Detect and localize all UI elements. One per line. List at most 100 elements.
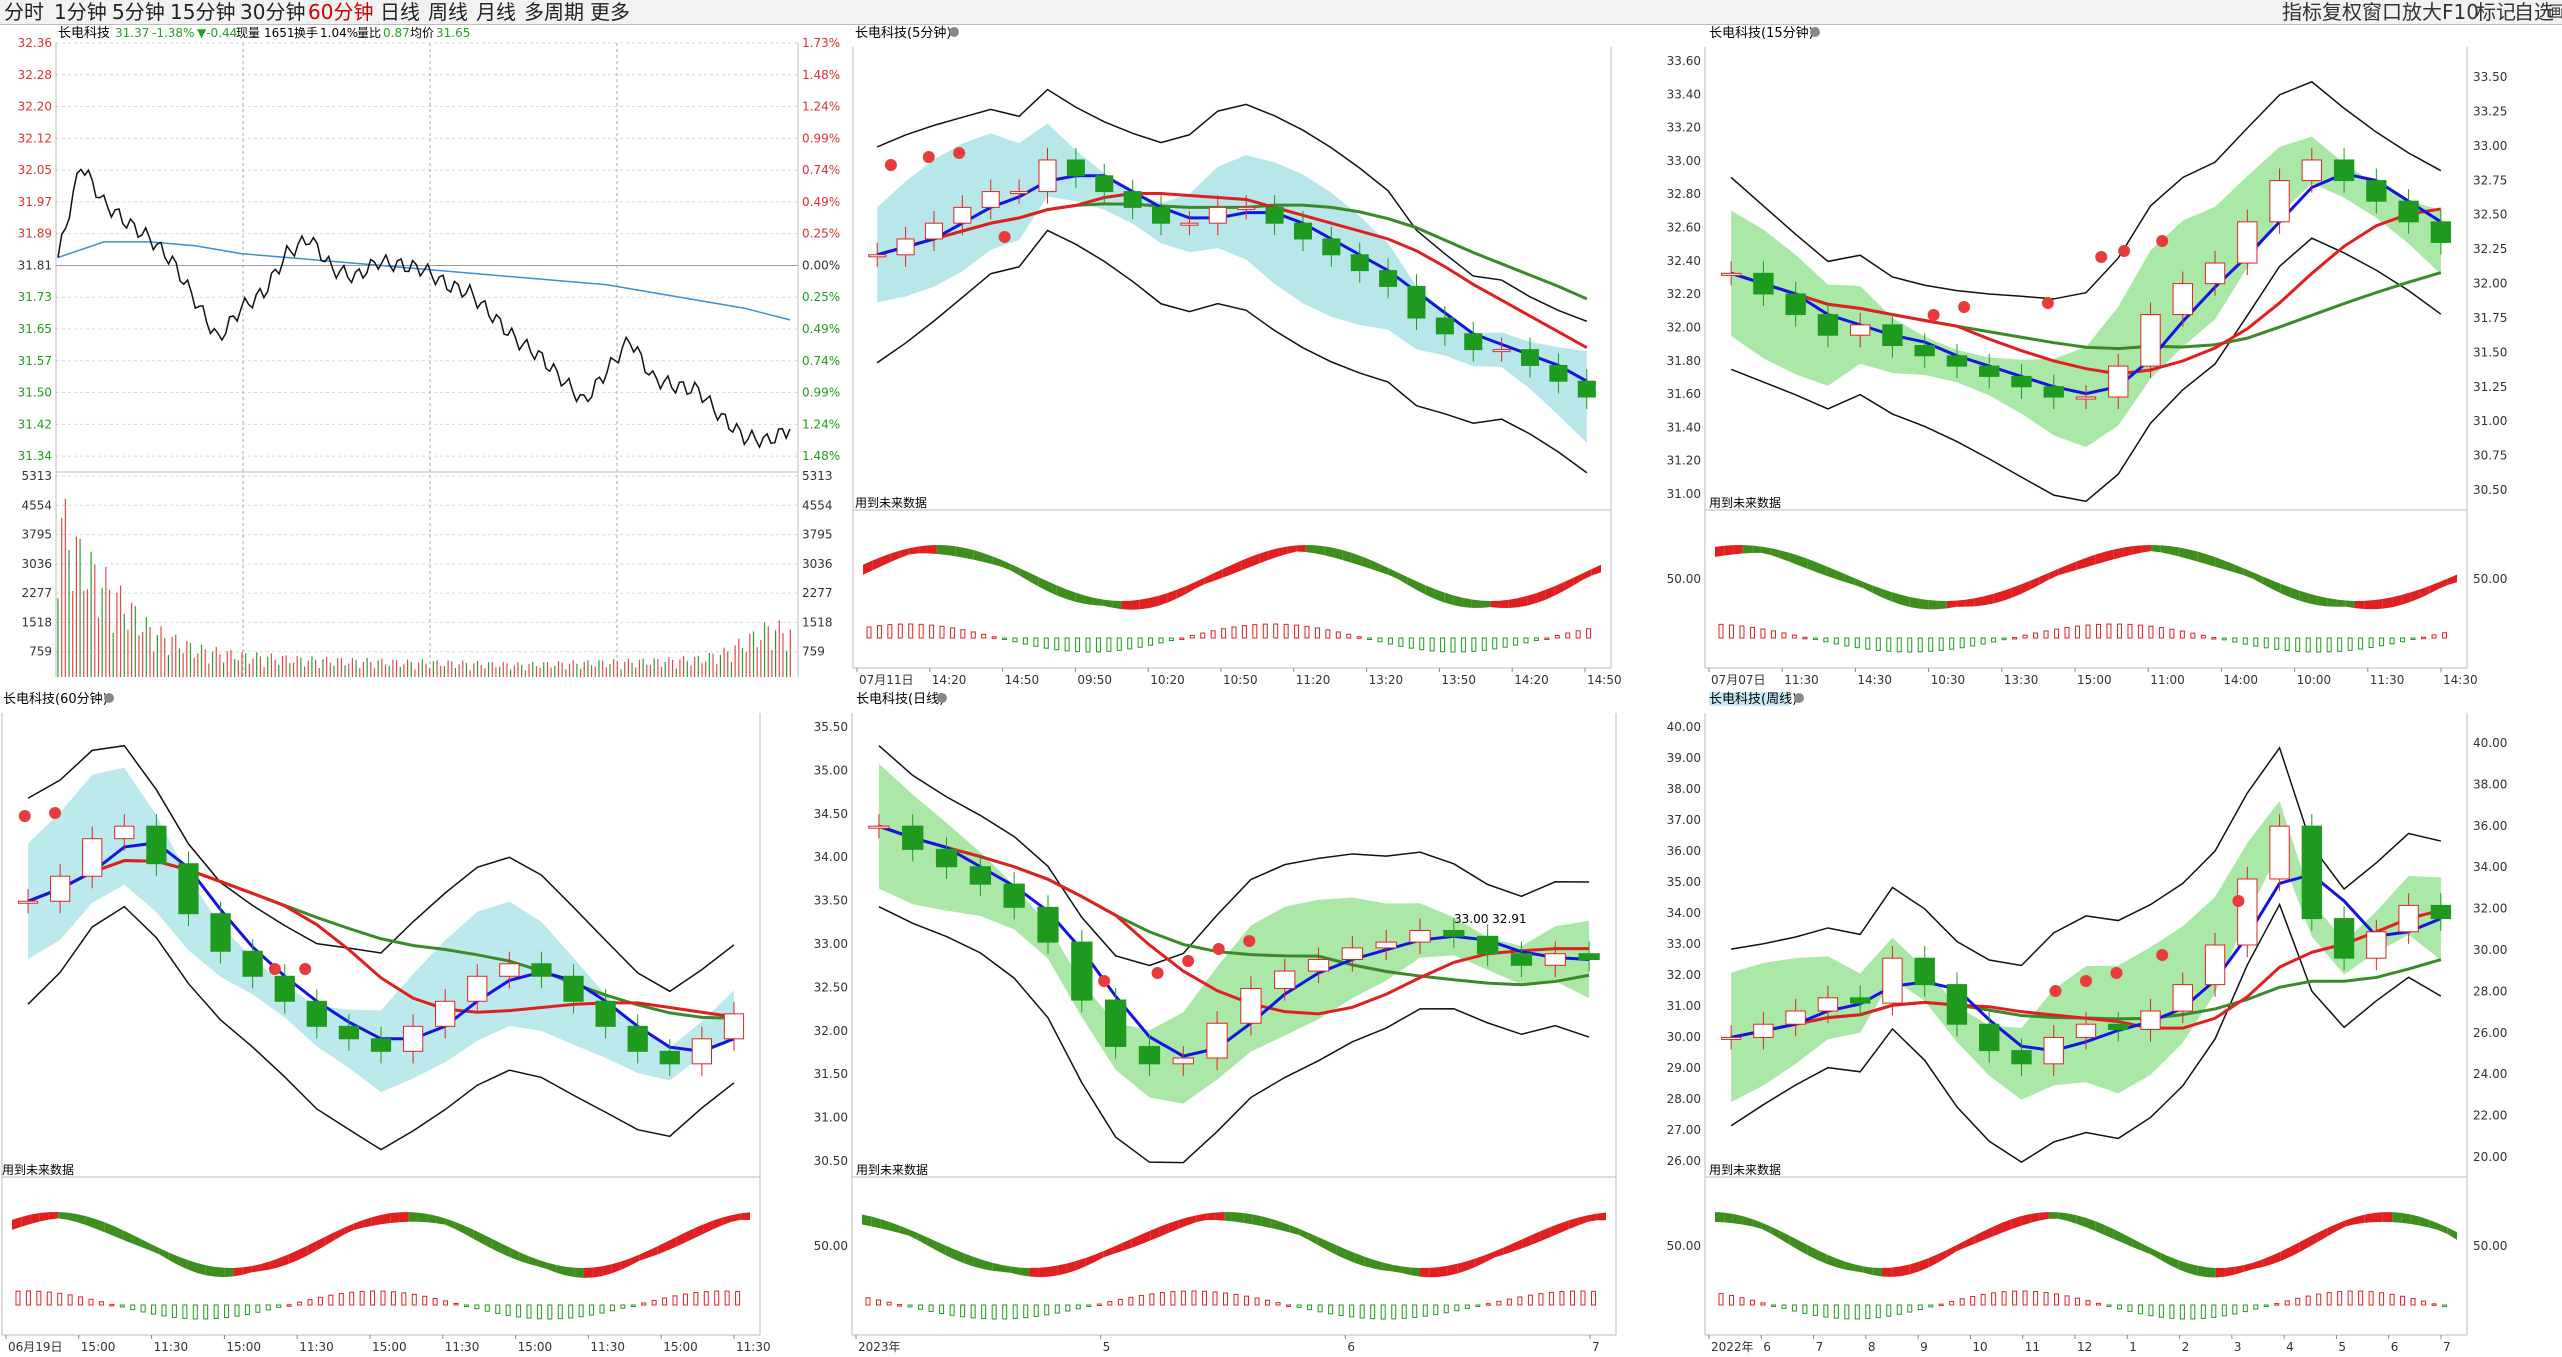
histogram-bar	[422, 1295, 428, 1306]
oscillator-ribbon	[1872, 585, 1882, 598]
histogram-bar	[46, 1291, 52, 1306]
tab-1min[interactable]: 1分钟	[54, 0, 107, 24]
oscillator-ribbon	[1280, 1221, 1290, 1233]
histogram-bar	[78, 1296, 84, 1306]
histogram-bar	[2431, 634, 2437, 639]
info-icon[interactable]	[1794, 693, 1804, 703]
oscillator-ribbon	[1854, 577, 1864, 589]
candle	[2237, 221, 2258, 264]
tab-monthly[interactable]: 月线	[476, 0, 516, 24]
candle	[1350, 254, 1369, 272]
volume-tick: 4554	[802, 498, 833, 512]
oscillator-ribbon	[1176, 586, 1186, 599]
chart-15min[interactable]: 长电科技(15分钟) 33.60 33.40 33.20 33.00 32.80 32.6…	[1657, 25, 2562, 690]
oscillator-ribbon	[2243, 568, 2253, 579]
price-tick: 32.60	[1667, 221, 1701, 235]
histogram-bar	[2295, 1297, 2301, 1306]
oscillator-ribbon	[279, 1254, 289, 1268]
pct-tick: 0.25%	[802, 227, 840, 241]
x-tick-label: 10:50	[1223, 673, 1258, 687]
tab-5min[interactable]: 5分钟	[112, 0, 165, 24]
histogram-bar	[1875, 1304, 1881, 1319]
tool-mark[interactable]: 标记	[2476, 0, 2516, 24]
oscillator-ribbon	[1434, 589, 1445, 603]
candle	[2172, 283, 2193, 316]
histogram-bar	[1231, 626, 1237, 639]
histogram-bar	[526, 1304, 532, 1319]
tab-60min[interactable]: 60分钟	[308, 0, 374, 24]
oscillator-ribbon	[2030, 1212, 2040, 1223]
tool-watchlist[interactable]: 自选	[2514, 0, 2554, 24]
tool-adjust[interactable]: 复权	[2322, 0, 2362, 24]
histogram-bar	[255, 1304, 261, 1313]
tool-draw[interactable]: 画	[2548, 2, 2562, 21]
tab-daily[interactable]: 日线	[380, 0, 420, 24]
tool-zoom[interactable]: 放大	[2402, 0, 2442, 24]
oscillator-ribbon	[1909, 1261, 1920, 1275]
oscillator-ribbon	[390, 1212, 400, 1224]
intraday-chart[interactable]: 长电科技 31.37 -1.38% ▼-0.44 现量 1651 换手 1.04…	[0, 25, 850, 690]
sell-signal-icon	[953, 147, 966, 159]
volume-tick: 5313	[21, 469, 52, 483]
tab-fenshi[interactable]: 分时	[4, 0, 44, 24]
histogram-bar	[1464, 1304, 1470, 1309]
chart-5min[interactable]: 长电科技(5分钟) 用到未来数据 07月11日 14:20 14:50 09:50 10…	[851, 25, 1656, 690]
tool-window[interactable]: 窗口	[2362, 0, 2402, 24]
histogram-bar	[1770, 1304, 1776, 1307]
info-icon[interactable]	[949, 27, 959, 37]
tab-30min[interactable]: 30分钟	[240, 0, 306, 24]
candle	[1549, 364, 1568, 382]
tab-weekly[interactable]: 周线	[428, 0, 468, 24]
candle	[1293, 222, 1312, 240]
histogram-bar	[1044, 1304, 1050, 1316]
intraday-vol-label: 现量	[236, 26, 260, 40]
chart-weekly[interactable]: 长电科技(周线) 40.00 39.00 38.00 37.00 36.00 35.00 3…	[1657, 691, 2562, 1357]
price-tick: 34.50	[814, 807, 848, 821]
histogram-bar	[1471, 637, 1477, 652]
candle	[1817, 997, 1839, 1012]
x-tick-label: 07月11日	[859, 673, 914, 687]
candle	[659, 1050, 680, 1065]
intraday-grid	[55, 42, 799, 677]
oscillator-ribbon	[1324, 546, 1334, 558]
oscillator-ribbon	[2447, 574, 2457, 586]
histogram-bar	[1896, 1304, 1902, 1315]
info-icon[interactable]	[937, 693, 947, 703]
info-icon[interactable]	[104, 693, 114, 703]
sell-signal-icon	[1958, 301, 1971, 313]
volume-tick: 3795	[802, 528, 833, 542]
histogram-bar	[1408, 637, 1414, 649]
histogram-bar	[1429, 637, 1435, 652]
tab-multi-period[interactable]: 多周期	[524, 0, 584, 24]
price-tick-right: 28.00	[2473, 984, 2507, 998]
histogram-bar	[2148, 1304, 2154, 1317]
histogram-bar	[2085, 1300, 2091, 1306]
candle	[2075, 396, 2097, 400]
oscillator-ribbon	[39, 1212, 49, 1222]
chart-60min[interactable]: 长电科技(60分钟) 用到未来数据 06月19日 15:00 11:30 15:00 1…	[0, 691, 803, 1357]
histogram-bar	[1718, 1293, 1724, 1306]
histogram-bar	[568, 1304, 574, 1319]
histogram-bar	[1443, 1304, 1449, 1314]
x-tick-label: 10	[1972, 1340, 1987, 1354]
candle	[1409, 930, 1431, 943]
candle	[1979, 1023, 2000, 1052]
histogram-bar	[432, 1297, 438, 1306]
tab-15min[interactable]: 15分钟	[170, 0, 236, 24]
tab-more[interactable]: 更多	[590, 0, 630, 24]
info-icon[interactable]	[1810, 27, 1820, 37]
tool-indicator[interactable]: 指标	[2282, 0, 2322, 24]
oscillator-ribbon	[583, 1267, 594, 1278]
candle	[2108, 1023, 2129, 1030]
sell-signal-icon	[2156, 235, 2169, 247]
tool-f10[interactable]: F10	[2442, 0, 2479, 24]
intraday-avg: 31.65	[436, 26, 470, 40]
histogram-bar	[2190, 1304, 2196, 1320]
histogram-bar	[939, 1304, 945, 1314]
chart-daily[interactable]: 长电科技(日线) 35.5035.0034.5034.0033.5033.003…	[804, 691, 1656, 1357]
histogram-bar	[1328, 1304, 1334, 1315]
oscillator-ribbon	[1835, 570, 1845, 583]
oscillator-ribbon	[1522, 1235, 1532, 1249]
oscillator-ribbon	[648, 1246, 658, 1258]
histogram-bar	[1180, 1290, 1186, 1306]
